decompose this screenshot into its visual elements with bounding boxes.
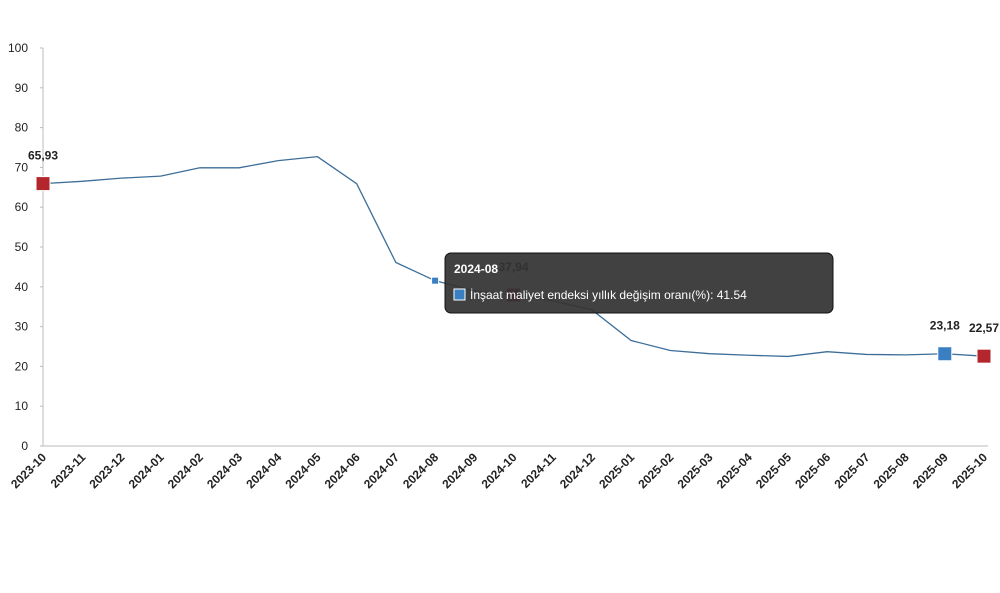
x-tick-label: 2025-04 (714, 450, 755, 491)
x-tick-label: 2024-02 (165, 450, 206, 491)
x-tick-label: 2025-01 (596, 450, 637, 491)
y-tick-label: 90 (15, 81, 29, 95)
marker (937, 346, 953, 362)
x-tick-label: 2024-04 (243, 450, 284, 491)
y-tick-label: 70 (15, 160, 29, 174)
y-tick-label: 80 (15, 121, 29, 135)
x-tick-label: 2025-06 (792, 450, 833, 491)
x-tick-label: 2025-07 (831, 450, 872, 491)
x-tick-label: 2023-12 (86, 450, 127, 491)
x-tick-label: 2023-11 (48, 450, 89, 491)
data-label: 65,93 (28, 149, 58, 163)
x-tick-label: 2025-02 (635, 450, 676, 491)
y-tick-label: 10 (15, 399, 29, 413)
y-tick-label: 20 (15, 359, 29, 373)
x-tick-label: 2025-10 (949, 450, 990, 491)
x-tick-label: 2025-03 (675, 450, 716, 491)
tooltip-box (444, 252, 834, 314)
y-tick-label: 60 (15, 200, 29, 214)
data-label: 23,18 (930, 319, 960, 333)
y-tick-label: 100 (8, 41, 28, 55)
data-label: 22,57 (969, 321, 999, 335)
x-tick-label: 2024-10 (479, 450, 520, 491)
tooltip-title: 2024-08 (454, 262, 498, 276)
x-tick-label: 2024-09 (439, 450, 480, 491)
marker (35, 176, 51, 192)
x-tick-label: 2024-08 (400, 450, 441, 491)
x-tick-label: 2024-03 (204, 450, 245, 491)
x-tick-label: 2024-07 (361, 450, 402, 491)
x-tick-label: 2024-12 (557, 450, 598, 491)
tooltip: 2024-08 İnşaat maliyet endeksi yıllık değ… (444, 252, 834, 314)
x-tick-label: 2024-05 (283, 450, 324, 491)
y-tick-label: 50 (15, 240, 29, 254)
tooltip-swatch (453, 288, 466, 301)
x-tick-label: 2023-10 (8, 450, 49, 491)
y-tick-label: 40 (15, 280, 29, 294)
x-tick-label: 2024-01 (126, 450, 167, 491)
x-tick-label: 2025-09 (910, 450, 951, 491)
tooltip-text: İnşaat maliyet endeksi yıllık değişim or… (470, 288, 747, 302)
x-tick-label: 2024-11 (518, 450, 559, 491)
marker (976, 348, 992, 364)
y-tick-label: 0 (21, 439, 28, 453)
y-tick-label: 30 (15, 320, 29, 334)
marker (431, 276, 440, 285)
x-tick-label: 2025-05 (753, 450, 794, 491)
x-tick-label: 2024-06 (322, 450, 363, 491)
x-tick-label: 2025-08 (871, 450, 912, 491)
